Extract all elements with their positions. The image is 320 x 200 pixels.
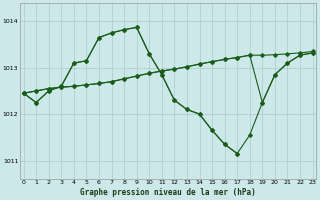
X-axis label: Graphe pression niveau de la mer (hPa): Graphe pression niveau de la mer (hPa) (80, 188, 256, 197)
